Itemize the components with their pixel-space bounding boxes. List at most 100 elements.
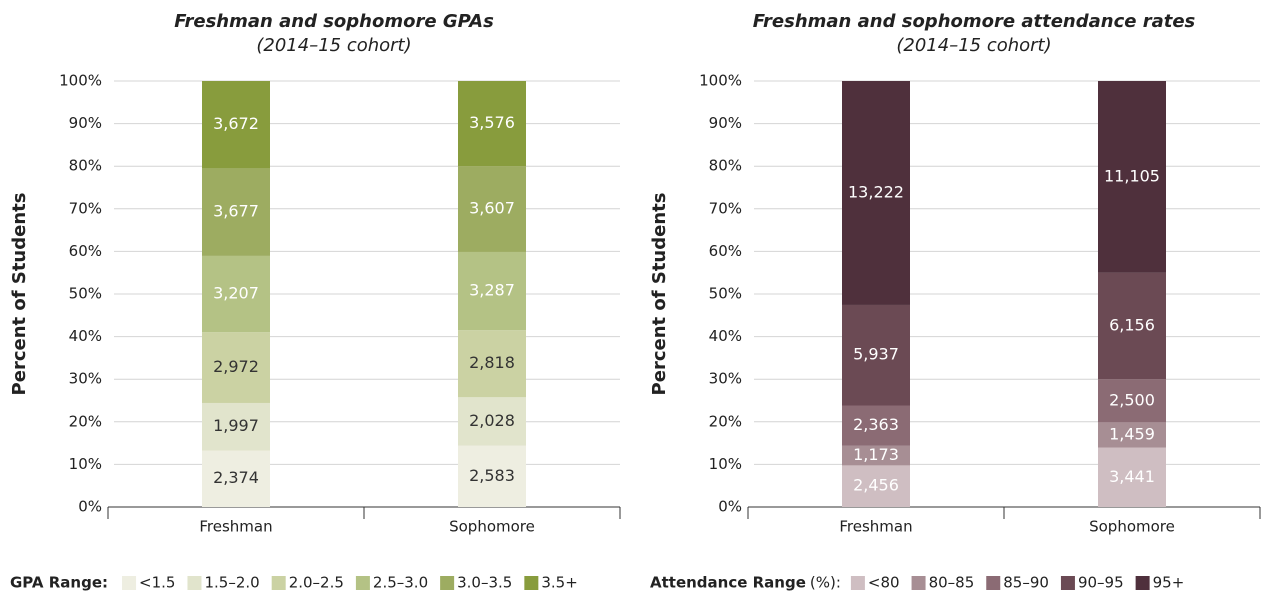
chart-subtitle: (2014–15 cohort) — [256, 35, 411, 56]
legend-swatch — [524, 576, 539, 590]
y-tick-label: 80% — [69, 157, 102, 175]
data-label: 2,028 — [469, 411, 515, 430]
chart-title: Freshman and sophomore GPAs — [174, 11, 494, 32]
bar-segment — [1098, 272, 1166, 380]
legend-swatch — [271, 576, 286, 590]
chart-subtitle: (2014–15 cohort) — [896, 35, 1051, 56]
y-tick-label: 30% — [69, 370, 102, 388]
bar-segment — [1098, 81, 1166, 273]
legend-label: <80 — [868, 574, 900, 592]
bar-segment — [202, 255, 270, 333]
y-tick-label: 0% — [718, 498, 742, 516]
legend-swatch — [911, 576, 926, 590]
data-label: 3,441 — [1109, 467, 1155, 486]
bar-segment — [458, 445, 526, 507]
data-label: 6,156 — [1109, 316, 1155, 335]
legend-swatch — [440, 576, 455, 590]
data-label: 3,207 — [213, 284, 259, 303]
data-label: 1,459 — [1109, 424, 1155, 443]
y-tick-label: 30% — [709, 370, 742, 388]
y-tick-label: 70% — [709, 199, 742, 217]
x-tick-label: Freshman — [199, 518, 272, 536]
data-label: 2,374 — [213, 468, 259, 487]
y-tick-label: 50% — [709, 285, 742, 303]
legend-swatch — [986, 576, 1001, 590]
y-tick-label: 100% — [59, 72, 102, 90]
legend-label: 3.5+ — [541, 574, 577, 592]
bar-segment — [1098, 379, 1166, 423]
legend-title: Attendance Range — [650, 574, 806, 592]
legend-swatch — [850, 576, 865, 590]
bar-segment — [202, 81, 270, 169]
y-tick-label: 0% — [78, 498, 102, 516]
legend-label: 80–85 — [929, 574, 975, 592]
legend-swatch — [187, 576, 202, 590]
data-label: 3,672 — [213, 114, 259, 133]
data-label: 2,363 — [853, 415, 899, 434]
bar-segment — [458, 397, 526, 446]
y-tick-label: 60% — [709, 242, 742, 260]
bar-segment — [842, 445, 910, 466]
legend-title: GPA Range: — [10, 574, 108, 592]
legend-label: 90–95 — [1078, 574, 1124, 592]
y-tick-label: 70% — [69, 199, 102, 217]
bar-segment — [202, 450, 270, 507]
data-label: 2,500 — [1109, 390, 1155, 409]
legend-label: 2.5–3.0 — [373, 574, 428, 592]
legend-label: 3.0–3.5 — [457, 574, 512, 592]
data-label: 1,173 — [853, 445, 899, 464]
bar-segment — [458, 251, 526, 331]
legend-swatch — [355, 576, 370, 590]
bar-segment — [202, 332, 270, 403]
bar-segment — [458, 81, 526, 167]
y-tick-label: 60% — [69, 242, 102, 260]
y-tick-label: 40% — [709, 327, 742, 345]
legend-swatch — [1060, 576, 1075, 590]
y-tick-label: 90% — [709, 114, 742, 132]
legend-label: 95+ — [1153, 574, 1185, 592]
legend-swatch — [1135, 576, 1150, 590]
y-axis-label: Percent of Students — [649, 193, 670, 396]
y-tick-label: 50% — [69, 285, 102, 303]
data-label: 1,997 — [213, 416, 259, 435]
data-label: 3,287 — [469, 281, 515, 300]
data-label: 3,576 — [469, 113, 515, 132]
legend-swatch — [122, 576, 137, 590]
y-tick-label: 20% — [69, 412, 102, 430]
data-label: 2,972 — [213, 357, 259, 376]
data-label: 3,677 — [213, 202, 259, 221]
y-axis-label: Percent of Students — [9, 193, 30, 396]
bar-segment — [842, 405, 910, 446]
bar-segment — [1098, 422, 1166, 448]
bar-segment — [842, 465, 910, 507]
data-label: 11,105 — [1104, 166, 1160, 185]
y-tick-label: 80% — [709, 157, 742, 175]
chart-title: Freshman and sophomore attendance rates — [753, 11, 1196, 32]
bar-segment — [458, 166, 526, 252]
legend-label: 85–90 — [1003, 574, 1049, 592]
y-tick-label: 90% — [69, 114, 102, 132]
data-label: 2,456 — [853, 476, 899, 495]
y-tick-label: 10% — [709, 455, 742, 473]
y-tick-label: 100% — [699, 72, 742, 90]
data-label: 2,818 — [469, 353, 515, 372]
x-tick-label: Sophomore — [1089, 518, 1175, 536]
bar-segment — [202, 402, 270, 451]
data-label: 5,937 — [853, 345, 899, 364]
y-tick-label: 20% — [709, 412, 742, 430]
legend-title-suffix: (%): — [810, 574, 841, 592]
legend-label: 2.0–2.5 — [289, 574, 344, 592]
bar-segment — [202, 168, 270, 256]
data-label: 13,222 — [848, 182, 904, 201]
bar-segment — [1098, 447, 1166, 507]
y-tick-label: 40% — [69, 327, 102, 345]
legend-label: 1.5–2.0 — [204, 574, 259, 592]
legend-label: <1.5 — [139, 574, 175, 592]
x-tick-label: Freshman — [839, 518, 912, 536]
x-tick-label: Sophomore — [449, 518, 535, 536]
bar-segment — [842, 81, 910, 305]
bar-segment — [458, 330, 526, 398]
y-tick-label: 10% — [69, 455, 102, 473]
bar-segment — [842, 304, 910, 406]
